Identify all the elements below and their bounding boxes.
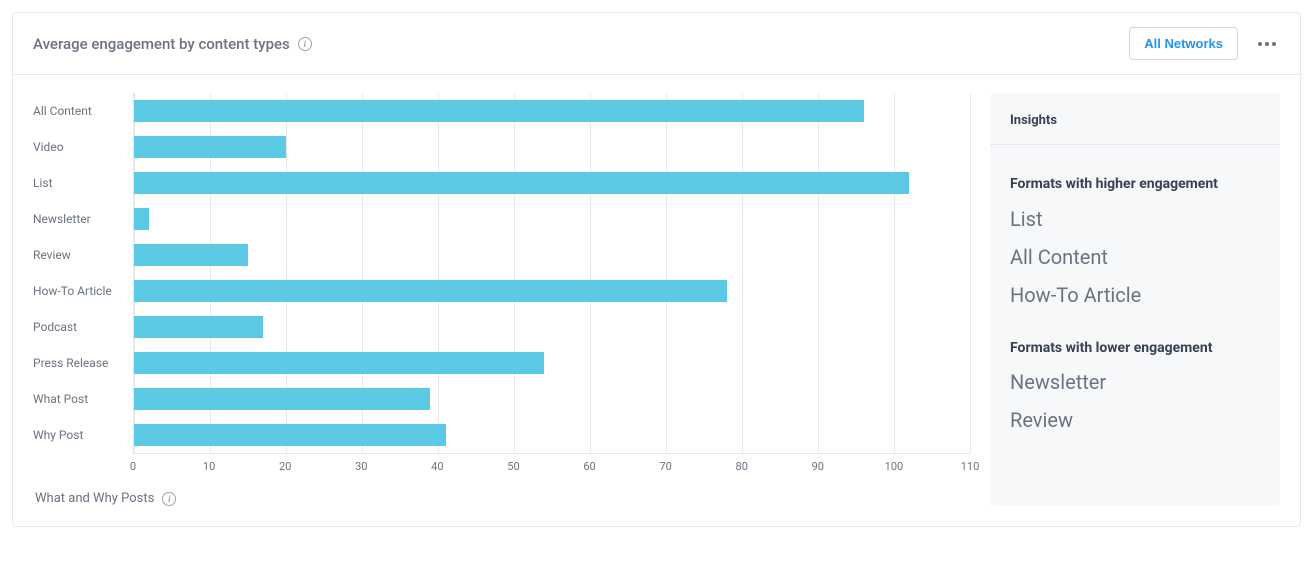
bar[interactable]	[134, 100, 864, 122]
bar[interactable]	[134, 136, 286, 158]
bar[interactable]	[134, 388, 430, 410]
y-axis-label: Why Post	[33, 417, 123, 453]
info-icon[interactable]: i	[162, 492, 176, 506]
insight-item: Review	[1010, 406, 1260, 434]
bar-row	[134, 273, 970, 309]
insights-title: Insights	[1010, 113, 1057, 128]
header-left: Average engagement by content types i	[33, 35, 312, 53]
lower-engagement-list: Newsletter Review	[1010, 368, 1260, 434]
page-title: Average engagement by content types	[33, 35, 290, 53]
lower-engagement-title: Formats with lower engagement	[1010, 339, 1260, 359]
chart-plot	[133, 93, 970, 453]
bar-row	[134, 165, 970, 201]
x-axis-tick: 50	[507, 454, 519, 473]
x-axis-tick: 0	[130, 454, 136, 473]
y-axis-label: List	[33, 165, 123, 201]
higher-engagement-list: List All Content How-To Article	[1010, 205, 1260, 309]
bar-row	[134, 93, 970, 129]
card-body: All ContentVideoListNewsletterReviewHow-…	[13, 75, 1300, 526]
info-icon[interactable]: i	[298, 37, 312, 51]
bar[interactable]	[134, 424, 446, 446]
chart-footer: What and Why Posts i	[35, 491, 970, 506]
insight-item: How-To Article	[1010, 281, 1260, 309]
x-axis-tick: 20	[279, 454, 291, 473]
footer-label: What and Why Posts	[35, 491, 154, 506]
insight-item: All Content	[1010, 243, 1260, 271]
y-axis-labels: All ContentVideoListNewsletterReviewHow-…	[33, 93, 133, 453]
x-axis-tick: 30	[355, 454, 367, 473]
more-options-icon[interactable]	[1254, 38, 1280, 50]
bar-row	[134, 201, 970, 237]
insights-panel: Insights Formats with higher engagement …	[990, 93, 1280, 506]
x-axis-tick: 100	[885, 454, 904, 473]
gridline	[970, 93, 971, 453]
chart-section: All ContentVideoListNewsletterReviewHow-…	[33, 93, 970, 506]
all-networks-button[interactable]: All Networks	[1129, 27, 1238, 60]
x-axis-tick: 90	[812, 454, 824, 473]
insight-item: Newsletter	[1010, 368, 1260, 396]
bar[interactable]	[134, 244, 248, 266]
x-axis-tick: 110	[961, 454, 980, 473]
bar-row	[134, 345, 970, 381]
card-header: Average engagement by content types i Al…	[13, 13, 1300, 75]
bar-row	[134, 309, 970, 345]
insights-body: Formats with higher engagement List All C…	[990, 145, 1280, 464]
higher-engagement-title: Formats with higher engagement	[1010, 175, 1260, 195]
x-axis-tick: 60	[583, 454, 595, 473]
insights-header: Insights	[990, 93, 1280, 145]
x-axis-tick: 80	[736, 454, 748, 473]
x-axis-ticks: 0102030405060708090100110	[133, 454, 970, 477]
x-axis-tick: 40	[431, 454, 443, 473]
engagement-card: Average engagement by content types i Al…	[12, 12, 1301, 527]
bar-row	[134, 381, 970, 417]
chart-bars	[134, 93, 970, 453]
y-axis-label: Review	[33, 237, 123, 273]
x-axis-tick: 70	[659, 454, 671, 473]
x-axis: 0102030405060708090100110	[133, 453, 970, 477]
y-axis-label: Newsletter	[33, 201, 123, 237]
chart-area: All ContentVideoListNewsletterReviewHow-…	[33, 93, 970, 453]
insight-item: List	[1010, 205, 1260, 233]
bar-row	[134, 417, 970, 453]
bar[interactable]	[134, 352, 544, 374]
y-axis-label: What Post	[33, 381, 123, 417]
bar-row	[134, 129, 970, 165]
x-axis-tick: 10	[203, 454, 215, 473]
y-axis-label: Podcast	[33, 309, 123, 345]
y-axis-label: Video	[33, 129, 123, 165]
y-axis-label: All Content	[33, 93, 123, 129]
y-axis-label: How-To Article	[33, 273, 123, 309]
bar[interactable]	[134, 316, 263, 338]
y-axis-label: Press Release	[33, 345, 123, 381]
header-right: All Networks	[1129, 27, 1280, 60]
bar[interactable]	[134, 280, 727, 302]
bar[interactable]	[134, 172, 909, 194]
bar-row	[134, 237, 970, 273]
bar[interactable]	[134, 208, 149, 230]
